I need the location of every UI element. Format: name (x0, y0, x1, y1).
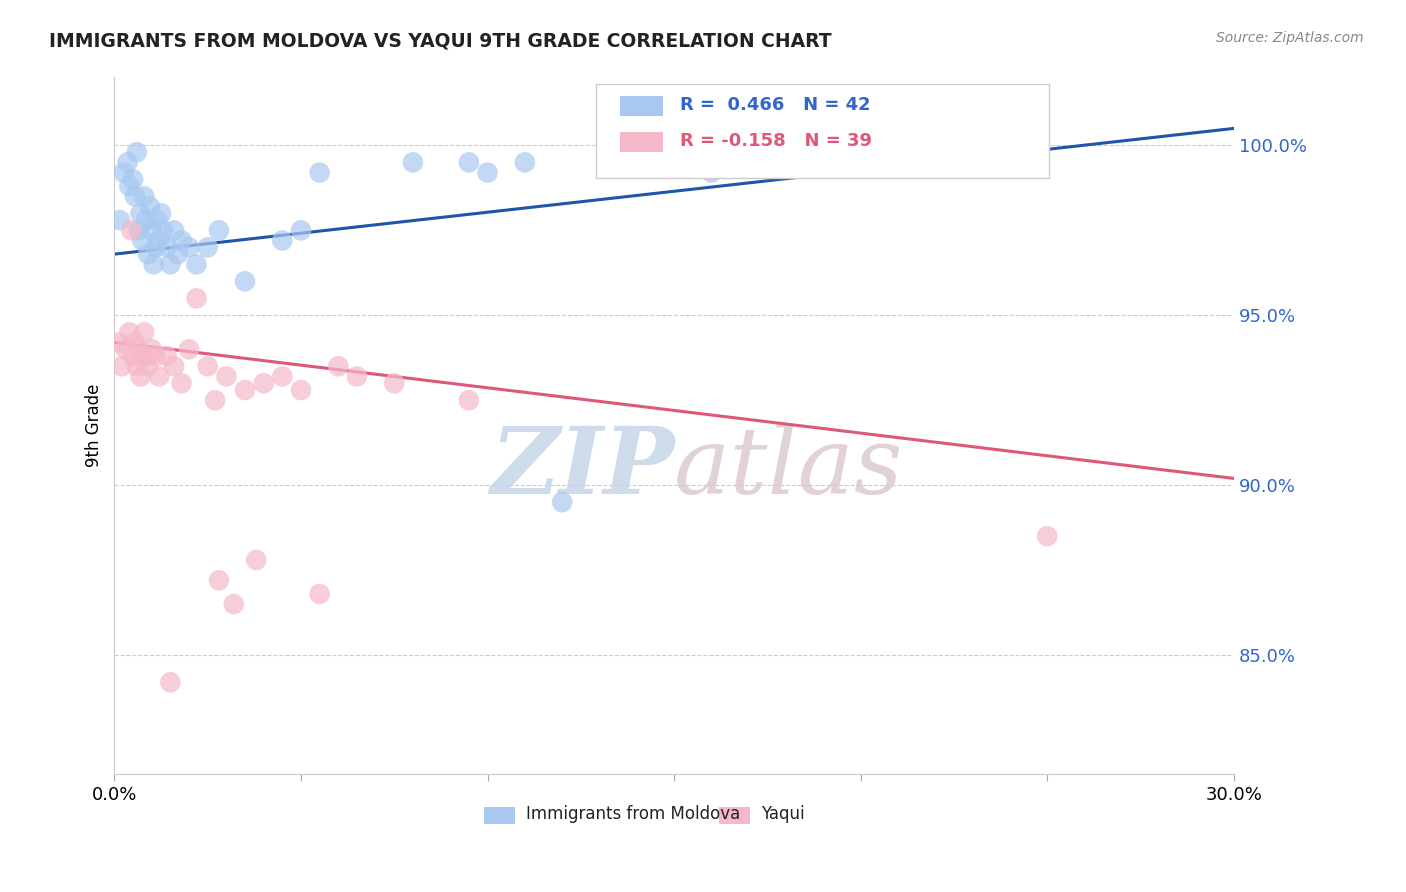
Text: R =  0.466   N = 42: R = 0.466 N = 42 (679, 95, 870, 113)
Point (125, 145, 148, 160)
Point (118, 326, 141, 340)
Point (136, 359, 159, 374)
Point (1036, 529, 1059, 543)
Point (197, 359, 219, 374)
Point (122, 172, 145, 186)
Point (124, 335, 146, 350)
Point (107, 335, 129, 350)
Point (125, 359, 148, 374)
Point (170, 376, 193, 391)
Point (197, 240, 219, 254)
Point (551, 495, 574, 509)
Point (124, 189, 146, 203)
FancyBboxPatch shape (596, 85, 1049, 178)
Point (245, 553, 267, 567)
Point (120, 223, 142, 237)
Point (131, 349, 153, 363)
Text: atlas: atlas (673, 423, 904, 513)
Point (152, 223, 174, 237)
Bar (620, 133, 662, 152)
Point (134, 189, 156, 203)
Point (118, 179, 141, 194)
Point (117, 155, 139, 169)
Point (112, 165, 135, 179)
Point (700, 165, 723, 179)
Point (682, 145, 704, 160)
Point (131, 234, 153, 248)
Point (186, 257, 208, 271)
Point (233, 274, 256, 288)
Point (253, 376, 276, 391)
Bar (484, 806, 515, 824)
Point (141, 223, 163, 237)
Point (141, 343, 163, 357)
Point (128, 343, 150, 357)
Point (626, 155, 648, 169)
Point (177, 343, 200, 357)
Text: Source: ZipAtlas.com: Source: ZipAtlas.com (1216, 31, 1364, 45)
Point (271, 369, 294, 384)
Point (148, 369, 170, 384)
Point (290, 223, 312, 237)
Point (145, 349, 167, 363)
Point (111, 359, 134, 374)
Text: IMMIGRANTS FROM MOLDOVA VS YAQUI 9TH GRADE CORRELATION CHART: IMMIGRANTS FROM MOLDOVA VS YAQUI 9TH GRA… (49, 31, 832, 50)
Point (122, 349, 145, 363)
Text: R = -0.158   N = 39: R = -0.158 N = 39 (679, 132, 872, 150)
Point (159, 675, 181, 690)
Point (233, 383, 256, 397)
Point (177, 240, 200, 254)
Point (186, 291, 208, 305)
Point (208, 574, 231, 588)
Point (382, 376, 405, 391)
Point (139, 200, 162, 214)
Point (513, 155, 536, 169)
Point (108, 213, 131, 227)
Point (156, 349, 179, 363)
Point (148, 234, 170, 248)
Point (271, 234, 294, 248)
Point (145, 240, 167, 254)
Point (156, 240, 179, 254)
Bar (718, 806, 751, 824)
Point (457, 393, 479, 408)
Text: ZIP: ZIP (489, 423, 673, 513)
Point (290, 383, 312, 397)
Point (128, 223, 150, 237)
Point (346, 369, 368, 384)
Point (159, 257, 181, 271)
Point (477, 165, 499, 179)
Point (457, 155, 479, 169)
Point (136, 247, 159, 261)
Point (208, 223, 231, 237)
Point (308, 165, 330, 179)
Point (215, 369, 238, 384)
Point (222, 597, 245, 611)
Point (114, 343, 136, 357)
Point (163, 223, 186, 237)
Point (129, 369, 152, 384)
Point (142, 257, 165, 271)
Point (166, 247, 188, 261)
Point (135, 349, 157, 363)
Point (150, 206, 173, 220)
Point (163, 359, 186, 374)
Point (308, 587, 330, 601)
Text: Immigrants from Moldova: Immigrants from Moldova (526, 805, 741, 823)
Point (129, 206, 152, 220)
Y-axis label: 9th Grade: 9th Grade (86, 384, 103, 467)
Bar (620, 96, 662, 116)
Point (402, 155, 425, 169)
Point (170, 234, 193, 248)
Point (134, 326, 156, 340)
Point (204, 393, 226, 408)
Point (146, 213, 169, 227)
Point (135, 213, 157, 227)
Point (328, 359, 350, 374)
Text: Yaqui: Yaqui (762, 805, 806, 823)
